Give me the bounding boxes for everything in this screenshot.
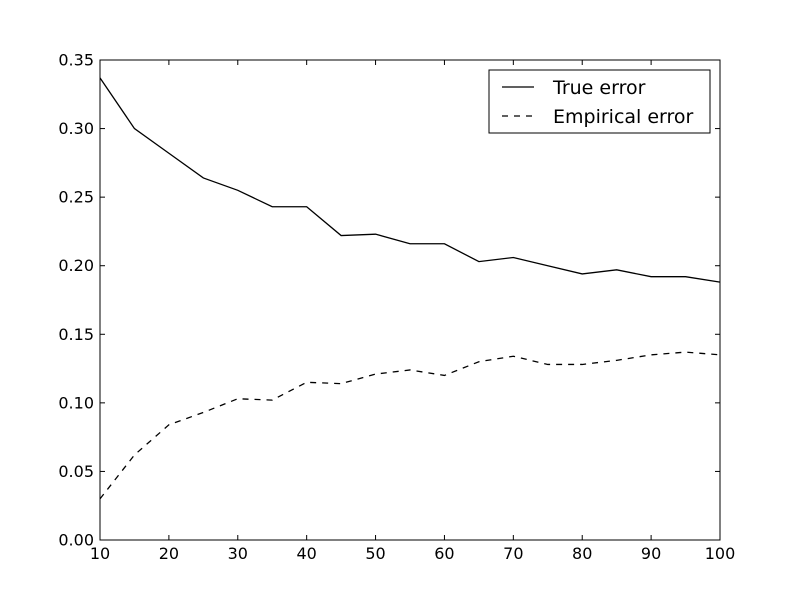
x-tick-label: 10 [90, 544, 110, 563]
legend: True error Empirical error [488, 69, 711, 134]
y-tick-label: 0.10 [58, 393, 94, 412]
x-tick-label: 80 [572, 544, 592, 563]
series-line-true-error [99, 77, 721, 283]
legend-label: Empirical error [553, 106, 694, 128]
y-tick-label: 0.05 [58, 462, 94, 481]
series-layer [99, 77, 721, 500]
plot-area [100, 60, 720, 540]
x-tick-label: 70 [503, 544, 523, 563]
axes-layer: 10 20 30 40 50 60 70 80 90 100 0.00 0.05 0.10 0.15 0.2… [58, 51, 735, 564]
x-tick-label: 100 [705, 544, 736, 563]
plot-background [100, 60, 720, 540]
x-tick-label: 90 [641, 544, 661, 563]
y-tick-label: 0.00 [58, 531, 94, 550]
plot-frame [99, 59, 721, 541]
x-tick-label: 30 [228, 544, 248, 563]
y-tick-label: 0.25 [58, 188, 94, 207]
x-tick-label: 50 [365, 544, 385, 563]
legend-label: True error [552, 77, 646, 99]
y-tick-label: 0.30 [58, 119, 94, 138]
x-tick-label: 20 [159, 544, 179, 563]
y-tick-label: 0.20 [58, 256, 94, 275]
series-line-empirical-error [99, 351, 721, 500]
y-tick-label: 0.35 [58, 51, 94, 70]
y-tick-label: 0.15 [58, 325, 94, 344]
x-tick-label: 40 [296, 544, 316, 563]
legend-box [488, 69, 711, 134]
x-tick-label: 60 [434, 544, 454, 563]
